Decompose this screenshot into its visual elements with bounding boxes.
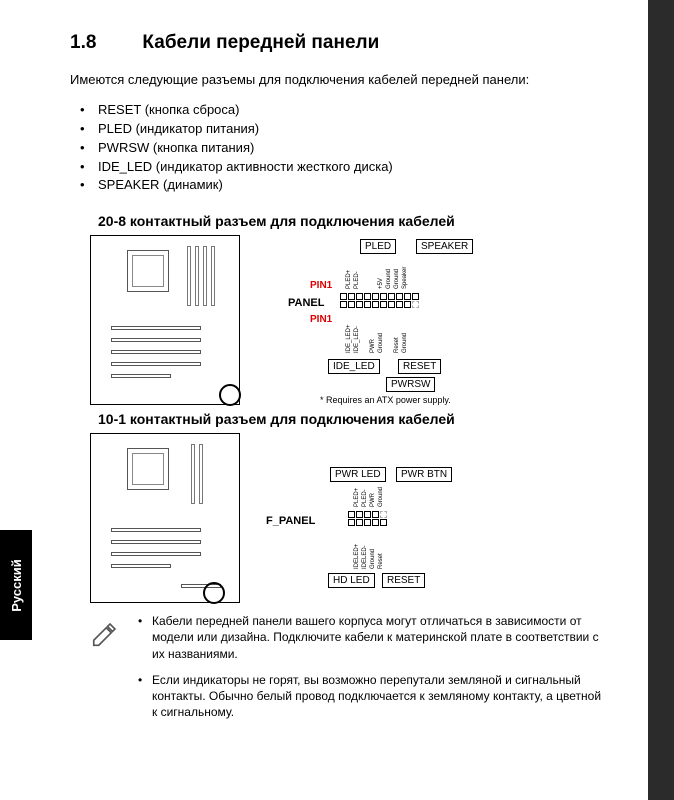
footnote: * Requires an ATX power supply. (320, 395, 451, 405)
pencil-icon (90, 613, 122, 730)
section-number: 1.8 (70, 32, 96, 54)
label-pwr-led: PWR LED (330, 467, 386, 482)
section-heading: 1.8 Кабели передней панели (70, 32, 608, 54)
list-item: IDE_LED (индикатор активности жесткого д… (98, 158, 608, 177)
scrollbar-track[interactable] (648, 0, 674, 800)
list-item: PWRSW (кнопка питания) (98, 139, 608, 158)
connector-list: RESET (кнопка сброса) PLED (индикатор пи… (98, 101, 608, 195)
list-item: SPEAKER (динамик) (98, 176, 608, 195)
label-speaker: SPEAKER (416, 239, 473, 254)
connector-diagram-20pin: PLED SPEAKER PIN1 PANEL PIN1 PLED+ PLED- (250, 235, 510, 405)
panel-label: F_PANEL (266, 515, 315, 527)
list-item: Если индикаторы не горят, вы возможно пе… (138, 672, 608, 721)
language-label: Русский (9, 559, 24, 612)
list-item: PLED (индикатор питания) (98, 120, 608, 139)
connector-diagram-10pin: PWR LED PWR BTN F_PANEL PLED+ PLED- PWR … (250, 433, 510, 603)
label-hd-led: HD LED (328, 573, 375, 588)
intro-text: Имеются следующие разъемы для подключени… (70, 72, 608, 87)
label-pwrsw: PWRSW (386, 377, 435, 392)
notes-list: Кабели передней панели вашего корпуса мо… (138, 613, 608, 730)
label-pwr-btn: PWR BTN (396, 467, 452, 482)
motherboard-illustration (90, 433, 240, 603)
label-reset: RESET (398, 359, 441, 374)
diagram2-row: PWR LED PWR BTN F_PANEL PLED+ PLED- PWR … (90, 433, 608, 603)
label-ide-led: IDE_LED (328, 359, 380, 374)
panel-label: PANEL (288, 297, 324, 309)
list-item: RESET (кнопка сброса) (98, 101, 608, 120)
diagram1-title: 20-8 контактный разъем для подключения к… (98, 213, 608, 229)
label-pled: PLED (360, 239, 396, 254)
note-block: Кабели передней панели вашего корпуса мо… (90, 613, 608, 730)
diagram1-row: PLED SPEAKER PIN1 PANEL PIN1 PLED+ PLED- (90, 235, 608, 405)
section-title: Кабели передней панели (142, 32, 379, 54)
pin1-marker: PIN1 (310, 314, 332, 325)
document-page: 1.8 Кабели передней панели Имеются следу… (0, 0, 648, 800)
label-reset: RESET (382, 573, 425, 588)
language-tab: Русский (0, 530, 32, 640)
list-item: Кабели передней панели вашего корпуса мо… (138, 613, 608, 662)
diagram2-title: 10-1 контактный разъем для подключения к… (98, 411, 608, 427)
pin1-marker: PIN1 (310, 280, 332, 291)
motherboard-illustration (90, 235, 240, 405)
